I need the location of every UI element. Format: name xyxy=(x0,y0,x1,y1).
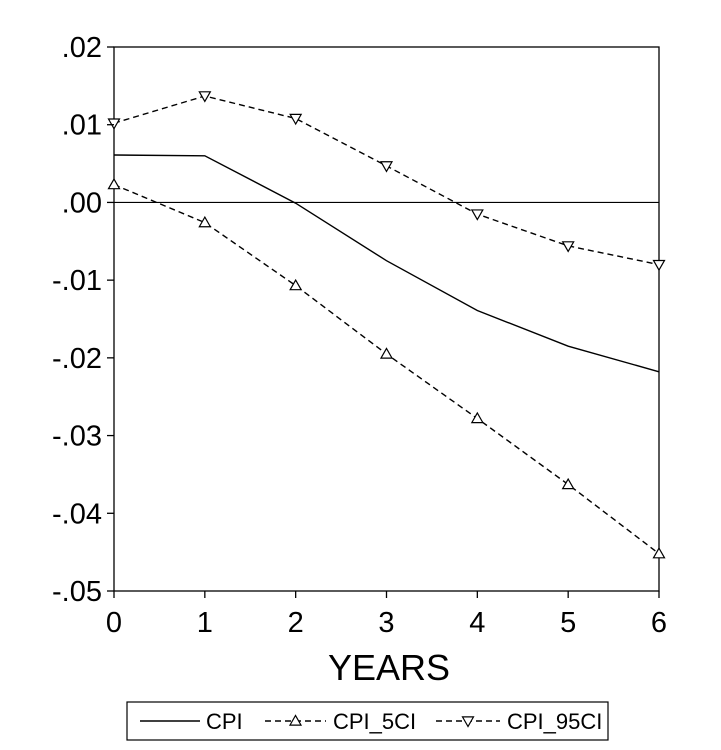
x-axis-ticks: 0 1 2 3 4 5 6 xyxy=(106,591,667,639)
data-point-cpi-95ci xyxy=(198,91,212,103)
legend-label-cpi: CPI xyxy=(206,709,243,734)
plot-frame xyxy=(113,46,660,592)
x-tick-label: 3 xyxy=(378,607,394,639)
data-point-cpi-95ci xyxy=(561,241,575,253)
x-axis-title: YEARS xyxy=(328,647,450,688)
data-point-cpi-5ci xyxy=(561,477,575,490)
legend-label-cpi-95ci: CPI_95CI xyxy=(507,709,602,734)
legend-marker-cpi-95ci xyxy=(461,716,475,728)
plot-area-border xyxy=(113,46,660,592)
y-tick-label: -.05 xyxy=(52,576,102,608)
series-line-cpi-95ci xyxy=(113,95,660,266)
x-tick-label: 2 xyxy=(288,607,304,639)
data-point-cpi-5ci xyxy=(198,215,212,228)
data-point-cpi-95ci xyxy=(289,113,303,126)
y-axis-ticks: .02 .01 .00 -.01 -.02 -.03 -.04 -.05 xyxy=(52,32,114,608)
y-tick-label: -.02 xyxy=(52,343,102,375)
data-point-cpi-95ci xyxy=(379,161,394,173)
legend-label-cpi-5ci: CPI_5CI xyxy=(333,709,416,734)
y-tick-label: -.04 xyxy=(52,498,102,530)
x-tick-label: 6 xyxy=(651,607,667,639)
legend-marker-cpi-5ci xyxy=(288,714,303,726)
marker-layer xyxy=(107,91,666,559)
x-tick-label: 1 xyxy=(197,607,213,639)
series-line-cpi-5ci xyxy=(113,183,660,555)
y-tick-label: -.03 xyxy=(52,421,102,453)
data-point-cpi-5ci xyxy=(652,546,666,559)
y-tick-label: .01 xyxy=(62,110,102,142)
data-point-cpi-5ci xyxy=(379,347,394,359)
y-tick-label: .02 xyxy=(62,32,102,64)
data-point-cpi-95ci xyxy=(470,209,484,221)
data-point-cpi-95ci xyxy=(652,259,666,272)
x-tick-label: 5 xyxy=(560,607,576,639)
data-point-cpi-5ci xyxy=(470,411,484,424)
data-point-cpi-95ci xyxy=(107,118,121,130)
legend: CPI CPI_5CI CPI_95CI xyxy=(126,701,609,741)
data-point-cpi-5ci xyxy=(107,177,121,190)
data-point-cpi-5ci xyxy=(289,278,303,291)
y-tick-label: -.01 xyxy=(52,265,102,297)
x-tick-label: 4 xyxy=(469,607,485,639)
legend-box xyxy=(126,701,609,741)
y-tick-label: .00 xyxy=(62,187,102,219)
x-tick-label: 0 xyxy=(106,607,122,639)
series-line-cpi xyxy=(113,154,660,373)
